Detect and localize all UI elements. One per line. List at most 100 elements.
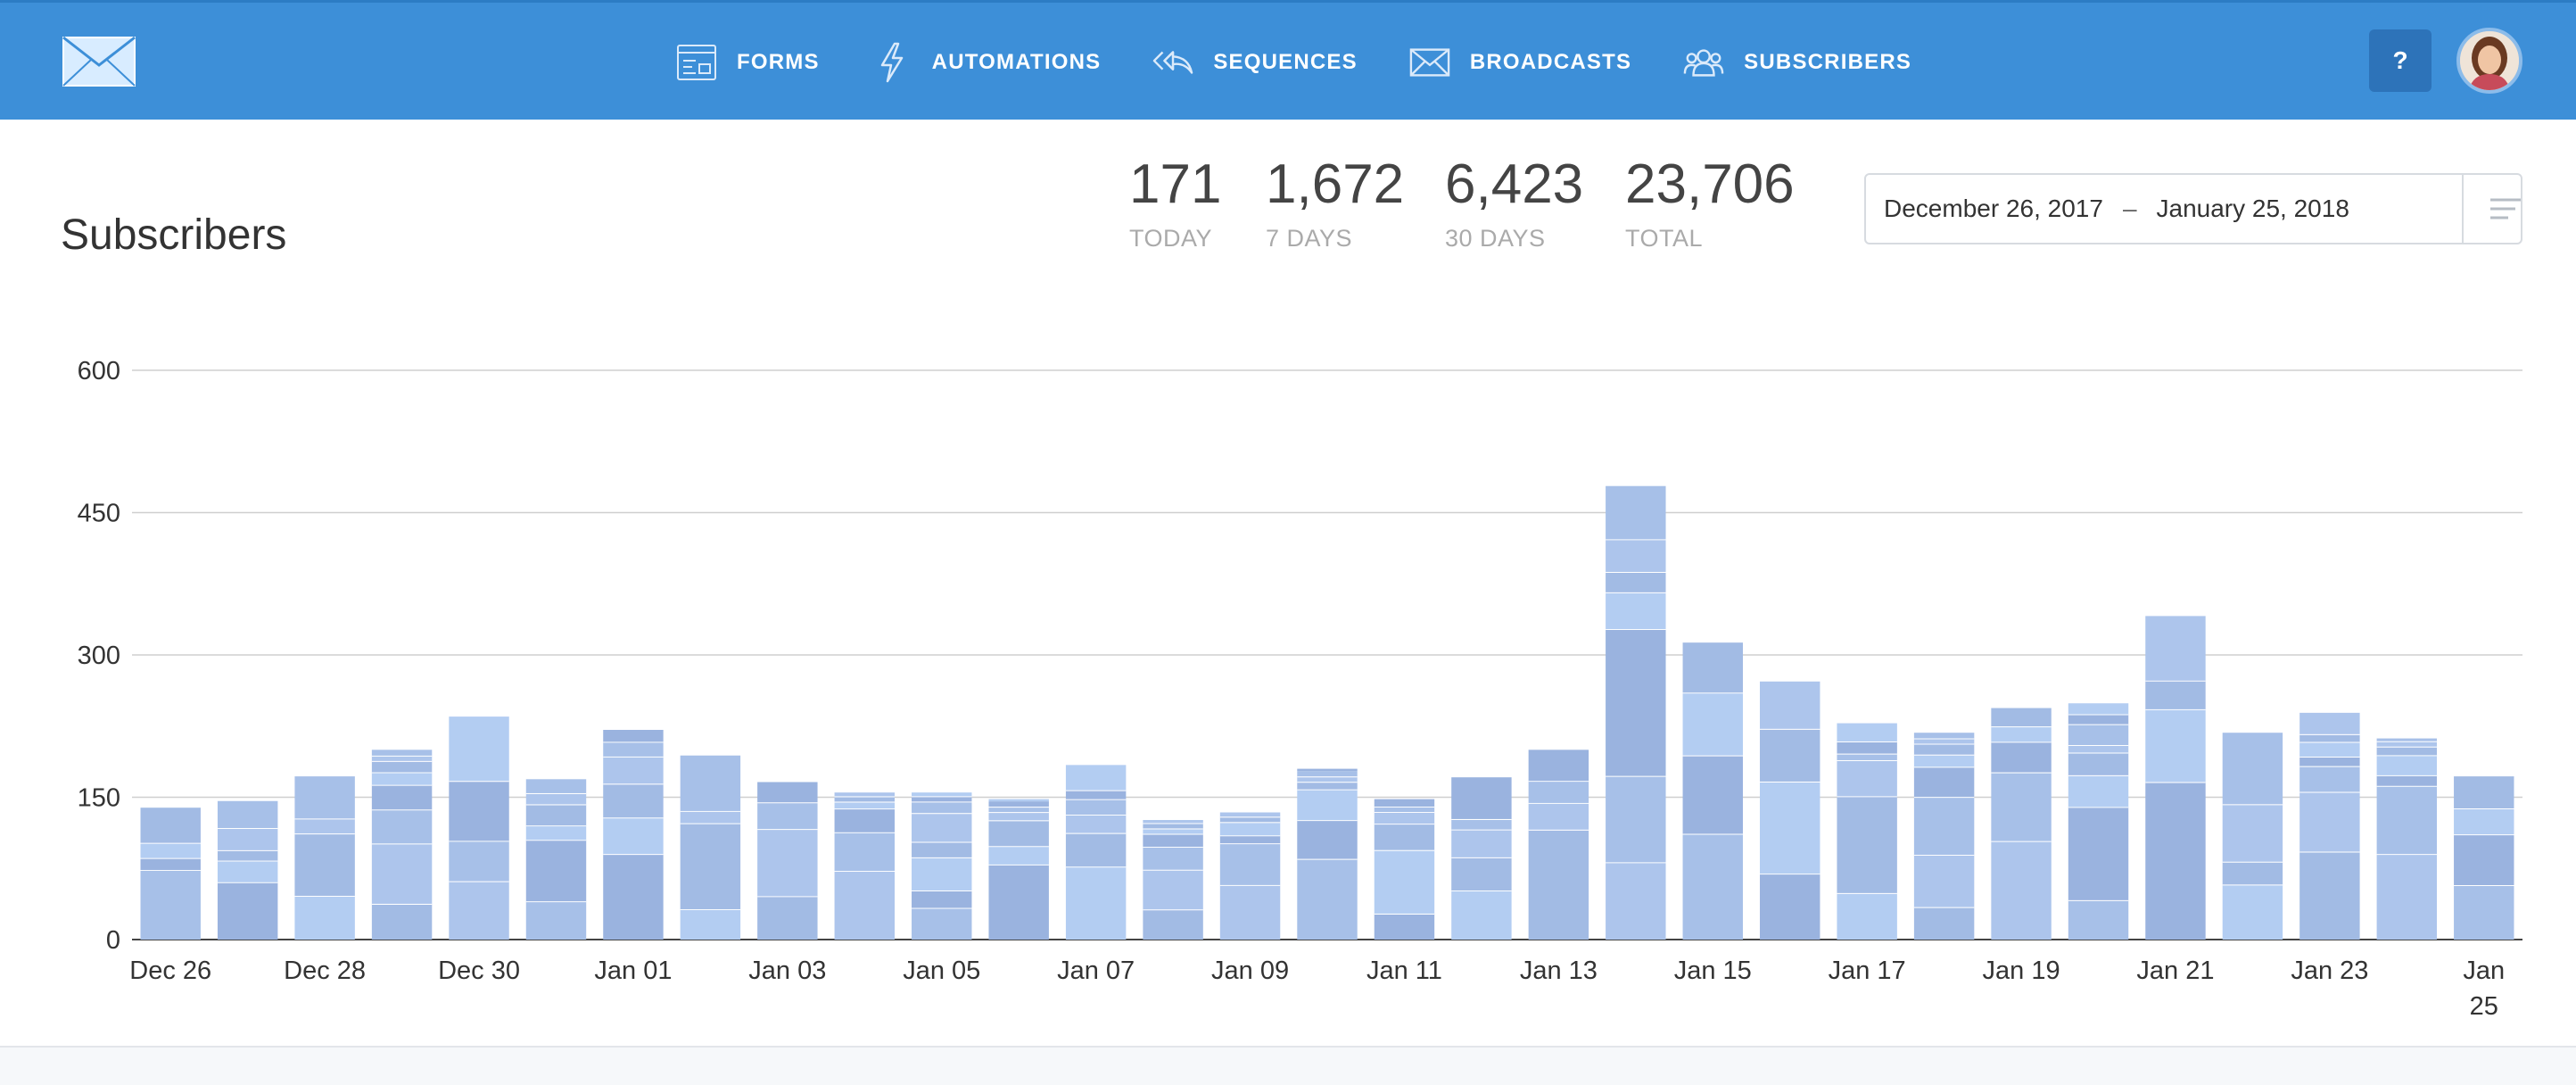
logo-envelope-icon[interactable] bbox=[62, 36, 136, 91]
bar-segment bbox=[2068, 752, 2129, 775]
bar-Dec 31[interactable] bbox=[525, 779, 587, 940]
bar-segment bbox=[757, 802, 818, 830]
bar-segment bbox=[2454, 834, 2514, 886]
bar-segment bbox=[1528, 781, 1589, 803]
bar-segment bbox=[294, 833, 355, 897]
date-range-picker[interactable]: December 26, 2017– January 25, 2018 bbox=[1864, 173, 2522, 244]
bar-segment bbox=[1913, 855, 1975, 907]
bar-Jan 20[interactable] bbox=[2068, 703, 2129, 940]
bar-Jan 08[interactable] bbox=[1143, 820, 1203, 940]
bar-segment bbox=[912, 890, 972, 908]
bar-segment bbox=[2068, 703, 2129, 715]
bar-segment bbox=[988, 801, 1049, 808]
envelope-icon bbox=[1409, 42, 1450, 83]
bar-Jan 14[interactable] bbox=[1606, 485, 1666, 940]
bar-Jan 02[interactable] bbox=[680, 755, 741, 940]
nav-broadcasts[interactable]: BROADCASTS bbox=[1409, 42, 1631, 83]
reply-all-icon bbox=[1152, 42, 1193, 83]
bar-Jan 16[interactable] bbox=[1759, 681, 1821, 940]
bar-Jan 25[interactable] bbox=[2454, 776, 2514, 940]
x-tick-label: Jan 09 bbox=[1211, 957, 1289, 985]
bar-segment bbox=[1143, 833, 1203, 848]
avatar[interactable] bbox=[2456, 28, 2522, 94]
bar-segment bbox=[2222, 733, 2283, 805]
nav-automations-label: AUTOMATIONS bbox=[931, 50, 1102, 74]
stat-today: 171 TODAY bbox=[1129, 157, 1221, 253]
bar-Jan 04[interactable] bbox=[834, 792, 896, 940]
x-tick-label: Dec 28 bbox=[284, 957, 366, 985]
y-tick-label: 0 bbox=[106, 926, 120, 955]
bar-segment bbox=[2068, 774, 2129, 808]
bar-segment bbox=[2454, 885, 2514, 940]
bar-segment bbox=[1606, 775, 1666, 863]
bar-Jan 17[interactable] bbox=[1837, 723, 1897, 940]
bar-Dec 30[interactable] bbox=[449, 716, 509, 940]
bar-segment bbox=[1219, 843, 1281, 885]
bar-Jan 19[interactable] bbox=[1991, 708, 2052, 940]
bar-segment bbox=[1451, 890, 1512, 940]
bar-segment bbox=[2376, 746, 2438, 756]
bar-segment bbox=[988, 846, 1049, 865]
bar-segment bbox=[1837, 759, 1897, 797]
nav-automations[interactable]: AUTOMATIONS bbox=[871, 42, 1102, 83]
bar-Jan 13[interactable] bbox=[1528, 750, 1589, 940]
bar-segment bbox=[1065, 790, 1127, 799]
bar-Dec 29[interactable] bbox=[371, 750, 433, 940]
bar-Jan 11[interactable] bbox=[1374, 799, 1435, 940]
bar-segment bbox=[217, 800, 278, 829]
bar-Jan 07[interactable] bbox=[1065, 765, 1127, 940]
bar-Dec 26[interactable] bbox=[140, 808, 201, 940]
bar-segment bbox=[371, 755, 433, 761]
bar-Jan 12[interactable] bbox=[1451, 777, 1512, 940]
bar-Dec 28[interactable] bbox=[294, 776, 355, 940]
bar-Jan 24[interactable] bbox=[2376, 738, 2438, 940]
help-button[interactable]: ? bbox=[2369, 29, 2432, 92]
bar-segment bbox=[1374, 824, 1435, 850]
bar-segment bbox=[603, 854, 664, 940]
bar-segment bbox=[371, 760, 433, 773]
bar-Jan 22[interactable] bbox=[2222, 733, 2283, 940]
x-tick-label: Jan 11 bbox=[1366, 957, 1442, 985]
bar-segment bbox=[2068, 724, 2129, 746]
bar-segment bbox=[757, 896, 818, 940]
nav-forms[interactable]: FORMS bbox=[676, 42, 820, 83]
bar-segment bbox=[2299, 757, 2360, 766]
nav-sequences[interactable]: SEQUENCES bbox=[1152, 42, 1358, 83]
bar-Jan 21[interactable] bbox=[2145, 616, 2206, 940]
bar-segment bbox=[217, 828, 278, 850]
bar-segment bbox=[680, 755, 741, 811]
y-tick-label: 450 bbox=[78, 500, 120, 528]
bar-segment bbox=[988, 812, 1049, 821]
bar-Jan 23[interactable] bbox=[2299, 712, 2360, 940]
bar-Dec 27[interactable] bbox=[217, 800, 278, 940]
bar-segment bbox=[1143, 909, 1203, 940]
top-navigation-bar: FORMS AUTOMATIONS SEQUENCES bbox=[0, 0, 2576, 120]
bar-segment bbox=[1913, 738, 1975, 744]
bar-Jan 05[interactable] bbox=[912, 792, 972, 940]
y-tick-label: 300 bbox=[78, 642, 120, 670]
date-range-text: December 26, 2017– January 25, 2018 bbox=[1884, 175, 2349, 243]
bar-segment bbox=[2299, 733, 2360, 742]
bar-segment bbox=[1606, 485, 1666, 540]
bar-segment bbox=[2376, 774, 2438, 786]
nav-subscribers[interactable]: SUBSCRIBERS bbox=[1683, 42, 1911, 83]
bar-segment bbox=[2299, 741, 2360, 758]
bar-Jan 01[interactable] bbox=[603, 730, 664, 940]
bar-segment bbox=[525, 825, 587, 841]
bar-Jan 03[interactable] bbox=[757, 782, 818, 940]
bar-Jan 18[interactable] bbox=[1913, 733, 1975, 940]
bar-Jan 06[interactable] bbox=[988, 799, 1049, 940]
bar-segment bbox=[2376, 755, 2438, 775]
bar-segment bbox=[2376, 741, 2438, 747]
lightning-icon bbox=[871, 42, 912, 83]
bar-segment bbox=[1759, 728, 1821, 782]
bar-segment bbox=[603, 730, 664, 742]
bar-segment bbox=[1913, 733, 1975, 739]
filter-lines-icon[interactable] bbox=[2490, 196, 2521, 226]
bar-segment bbox=[834, 832, 896, 872]
bar-segment bbox=[1065, 815, 1127, 833]
bar-Jan 10[interactable] bbox=[1297, 768, 1358, 940]
bar-Jan 15[interactable] bbox=[1682, 642, 1743, 940]
bar-segment bbox=[371, 772, 433, 785]
bar-Jan 09[interactable] bbox=[1219, 812, 1281, 940]
